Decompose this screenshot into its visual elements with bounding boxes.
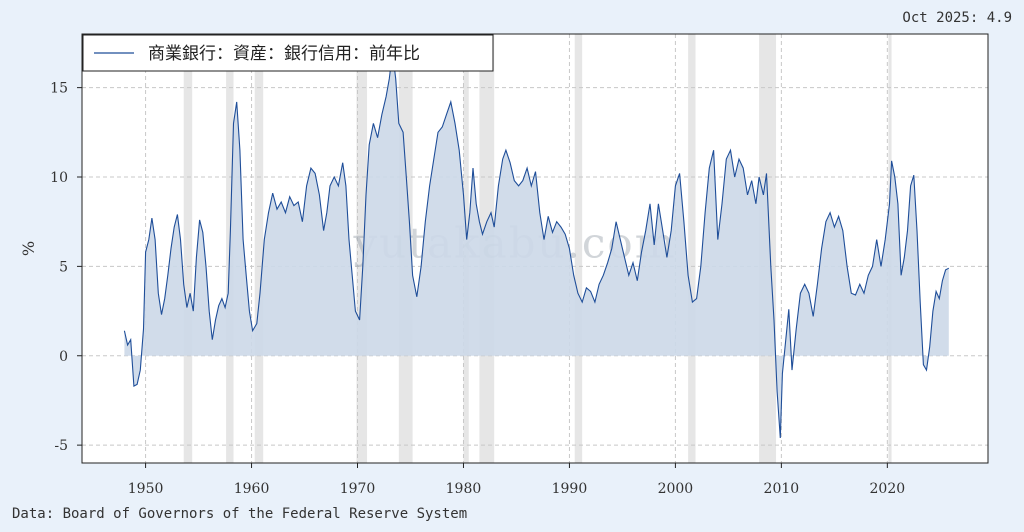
x-tick-label: 1950 bbox=[128, 481, 164, 497]
y-tick-label: 15 bbox=[50, 81, 68, 97]
x-tick-label: 1980 bbox=[446, 481, 482, 497]
x-tick-label: 1960 bbox=[234, 481, 270, 497]
x-tick-label: 1990 bbox=[552, 481, 588, 497]
x-tick-label: 2020 bbox=[870, 481, 906, 497]
recession-band bbox=[183, 34, 193, 463]
y-tick-label: 0 bbox=[59, 349, 68, 365]
y-axis-label: % bbox=[19, 241, 38, 256]
x-tick-label: 2010 bbox=[764, 481, 800, 497]
y-tick-label: 5 bbox=[59, 259, 68, 275]
x-tick-label: 1970 bbox=[340, 481, 376, 497]
recession-band bbox=[574, 34, 583, 463]
legend-label: 商業銀行：資産：銀行信用：前年比 bbox=[148, 44, 420, 64]
series-line bbox=[123, 51, 950, 439]
recession-band bbox=[356, 34, 368, 463]
data-source-note: Data: Board of Governors of the Federal … bbox=[12, 506, 468, 522]
recession-band bbox=[688, 34, 696, 463]
recession-band bbox=[254, 34, 264, 463]
latest-value-label: Oct 2025: 4.9 bbox=[902, 10, 1012, 26]
y-tick-label: -5 bbox=[54, 438, 68, 454]
plot-frame bbox=[81, 33, 989, 464]
y-tick-label: 10 bbox=[50, 170, 68, 186]
x-tick-label: 2000 bbox=[658, 481, 694, 497]
series-area bbox=[124, 51, 949, 439]
legend-box bbox=[82, 34, 494, 72]
